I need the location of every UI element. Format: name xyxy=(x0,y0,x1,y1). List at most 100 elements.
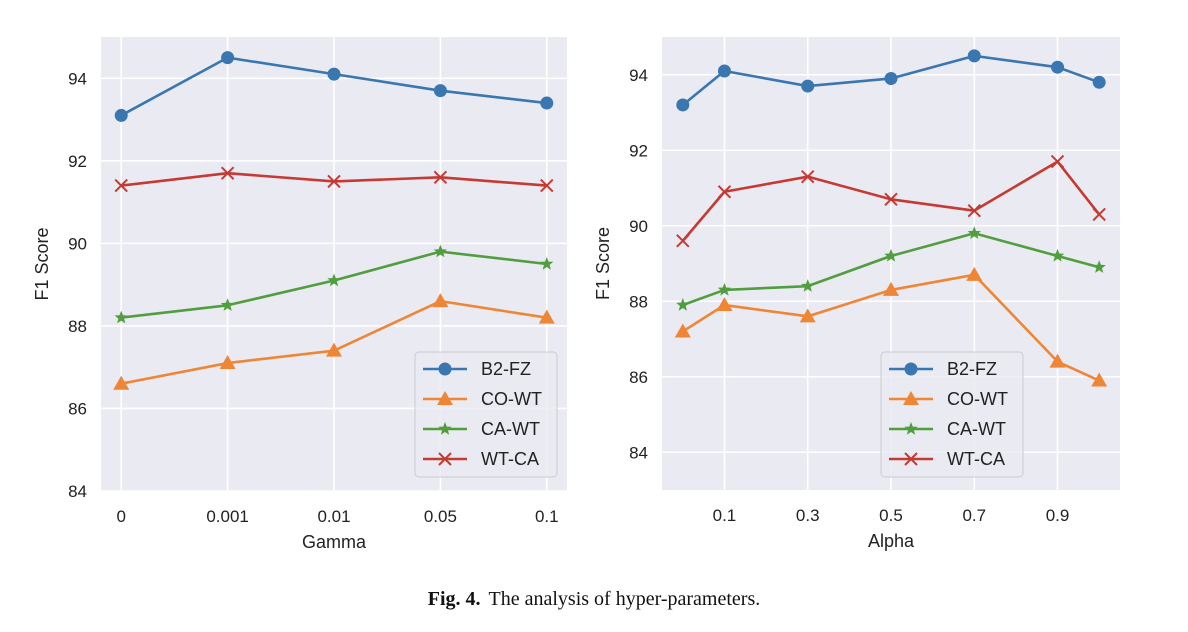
y-tick-label: 94 xyxy=(629,66,648,85)
series-co-wt xyxy=(674,266,1108,387)
data-point xyxy=(676,298,690,311)
x-axis-label: Gamma xyxy=(302,532,367,552)
y-tick-label: 90 xyxy=(629,217,648,236)
data-point xyxy=(674,323,691,338)
legend-marker xyxy=(904,362,918,376)
data-point xyxy=(220,298,235,311)
data-point xyxy=(884,248,898,262)
data-point xyxy=(966,266,983,281)
data-point xyxy=(801,169,815,184)
data-point xyxy=(113,375,130,390)
legend-item: CA-WT xyxy=(423,419,540,439)
legend-item: WT-CA xyxy=(423,449,539,469)
data-point xyxy=(717,64,731,78)
legend-item: CO-WT xyxy=(889,389,1008,409)
data-point xyxy=(327,174,341,189)
series-co-wt xyxy=(113,293,555,390)
legend-marker xyxy=(903,391,919,405)
series-wt-ca xyxy=(676,154,1106,248)
y-axis-label: F1 Score xyxy=(593,227,613,300)
y-tick-label: 84 xyxy=(629,443,648,462)
legend-marker xyxy=(438,452,452,466)
legend-marker xyxy=(437,391,453,405)
series-b2-fz xyxy=(114,51,554,122)
data-point xyxy=(1091,372,1108,387)
legend-item: WT-CA xyxy=(889,449,1005,469)
data-point xyxy=(540,257,554,270)
legend: B2-FZ CO-WT CA-WT WT-CA xyxy=(414,351,558,478)
data-point xyxy=(326,342,342,357)
data-point xyxy=(1049,353,1066,368)
x-tick-label: 0 xyxy=(116,507,125,526)
x-tick-label: 0.9 xyxy=(1046,506,1070,525)
y-tick-label: 88 xyxy=(68,317,87,336)
data-point xyxy=(1050,154,1065,169)
data-point xyxy=(433,84,447,98)
x-tick-label: 0.05 xyxy=(424,507,457,526)
legend: B2-FZ CO-WT CA-WT WT-CA xyxy=(880,351,1024,478)
legend-marker xyxy=(904,452,918,466)
data-point xyxy=(1051,60,1065,74)
y-tick-label: 92 xyxy=(68,152,87,171)
data-point xyxy=(967,226,981,239)
data-point xyxy=(1092,75,1106,89)
legend-item: CA-WT xyxy=(889,419,1006,439)
data-point xyxy=(967,203,981,218)
caption-label: Fig. 4. xyxy=(427,588,481,610)
y-tick-label: 86 xyxy=(629,368,648,387)
legend-item: B2-FZ xyxy=(423,359,531,379)
x-tick-label: 0.001 xyxy=(206,507,249,526)
x-tick-label: 0.01 xyxy=(317,507,350,526)
caption-text: The analysis of hyper-parameters. xyxy=(488,588,761,610)
legend-item: CO-WT xyxy=(423,389,542,409)
data-point xyxy=(676,234,690,248)
data-point xyxy=(538,309,555,324)
data-point xyxy=(801,79,815,93)
data-point xyxy=(717,282,732,296)
x-tick-label: 0.3 xyxy=(796,506,820,525)
legend-label: B2-FZ xyxy=(481,359,531,379)
figure-caption: Fig. 4. The analysis of hyper-parameters. xyxy=(0,588,1188,611)
legend-label: WT-CA xyxy=(481,449,539,469)
legend-item: B2-FZ xyxy=(889,359,997,379)
data-point xyxy=(433,170,448,185)
series-b2-fz xyxy=(676,49,1106,112)
data-point xyxy=(967,49,981,63)
data-point xyxy=(432,293,449,308)
data-point xyxy=(433,244,448,258)
data-point xyxy=(676,98,690,112)
data-point xyxy=(884,72,898,86)
data-point xyxy=(219,355,236,370)
legend-label: CA-WT xyxy=(481,419,540,439)
legend-label: CA-WT xyxy=(947,419,1006,439)
data-point xyxy=(716,297,733,312)
data-point xyxy=(540,96,554,110)
y-tick-label: 94 xyxy=(68,69,87,88)
series-wt-ca xyxy=(114,166,554,193)
chart-panel-1: 84 86 88 90 92 94 0 0.001 0.01 0.05 0.1 Gamma F1 Sco… xyxy=(32,37,567,552)
data-point xyxy=(114,178,128,193)
data-point xyxy=(1092,260,1106,273)
legend-label: WT-CA xyxy=(947,449,1005,469)
data-point xyxy=(1092,207,1106,222)
x-tick-label: 0.1 xyxy=(713,506,737,525)
legend-box xyxy=(880,351,1024,478)
legend-box xyxy=(414,351,558,478)
y-tick-label: 84 xyxy=(68,482,87,501)
y-tick-label: 86 xyxy=(68,399,87,418)
data-point xyxy=(327,67,341,81)
data-point xyxy=(540,178,554,193)
legend-marker xyxy=(438,362,452,376)
x-axis-label: Alpha xyxy=(868,531,915,551)
data-point xyxy=(221,51,235,65)
data-point xyxy=(801,279,815,292)
data-point xyxy=(884,192,898,207)
legend-marker xyxy=(904,422,918,435)
y-tick-label: 92 xyxy=(629,141,648,160)
x-tick-label: 0.1 xyxy=(535,507,559,526)
legend-label: B2-FZ xyxy=(947,359,997,379)
data-point xyxy=(883,281,899,296)
x-tick-label: 0.5 xyxy=(879,506,903,525)
data-point xyxy=(1050,248,1065,262)
